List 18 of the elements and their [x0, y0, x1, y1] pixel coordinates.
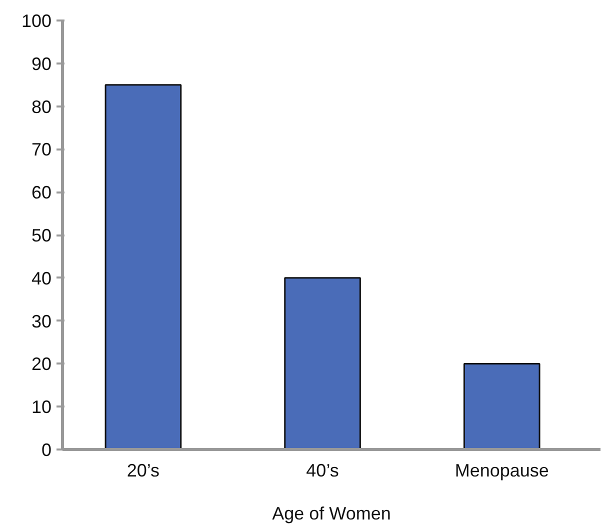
- y-tick-label: 100: [21, 11, 52, 31]
- y-tick-label: 30: [31, 311, 52, 332]
- y-tick-label: 60: [31, 182, 52, 203]
- y-tick-label: 50: [31, 226, 52, 246]
- y-tick-label: 40: [31, 268, 52, 288]
- x-tick-label: 40’s: [306, 460, 339, 480]
- y-tick-label: 70: [31, 140, 52, 160]
- x-axis-title: Age of Women: [272, 504, 391, 524]
- x-tick-label: 20’s: [126, 460, 160, 480]
- y-tick-label: 0: [41, 440, 52, 460]
- bar: [463, 362, 540, 450]
- y-tick-label: 80: [31, 96, 52, 117]
- x-tick-label: Menopause: [454, 460, 549, 480]
- bar: [284, 277, 361, 450]
- bar: [104, 84, 182, 450]
- y-tick-label: 20: [31, 354, 52, 374]
- y-tick-label: 10: [31, 397, 52, 418]
- y-tick-label: 90: [31, 54, 52, 74]
